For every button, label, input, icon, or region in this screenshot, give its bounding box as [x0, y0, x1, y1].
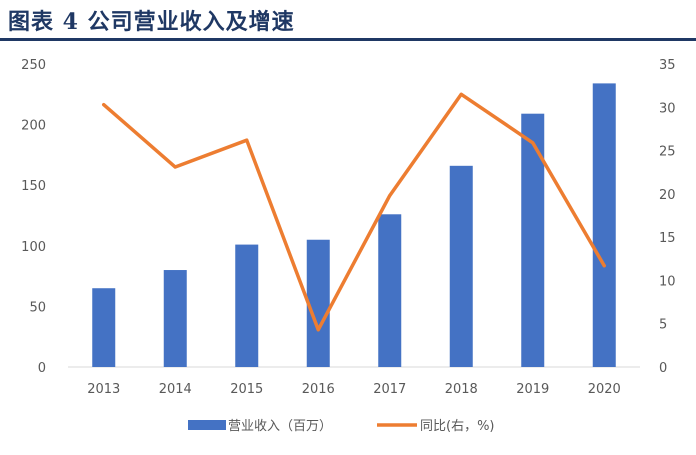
x-tick-label: 2017 — [373, 382, 406, 397]
growth-point — [602, 264, 606, 268]
x-axis-ticks: 2013 2014 2015 2016 2017 2018 2019 2020 — [87, 382, 621, 397]
left-tick-label: 250 — [21, 58, 46, 73]
right-tick-label: 25 — [659, 145, 676, 160]
title-underline — [0, 38, 696, 41]
revenue-bars — [92, 83, 616, 367]
right-tick-label: 15 — [659, 231, 676, 246]
left-tick-label: 0 — [38, 361, 46, 376]
growth-point — [459, 92, 463, 96]
left-tick-label: 50 — [29, 300, 46, 315]
x-tick-label: 2018 — [445, 382, 478, 397]
right-tick-label: 35 — [659, 58, 676, 73]
right-tick-label: 5 — [659, 318, 667, 333]
revenue-bar — [235, 244, 259, 367]
x-tick-label: 2016 — [302, 382, 335, 397]
x-tick-label: 2013 — [87, 382, 120, 397]
right-tick-label: 0 — [659, 361, 667, 376]
figure-header: 图表 4 公司营业收入及增速 — [0, 0, 696, 41]
revenue-bar — [521, 113, 545, 367]
revenue-bar — [163, 270, 187, 367]
left-tick-label: 100 — [21, 240, 46, 255]
right-tick-label: 30 — [659, 101, 676, 116]
left-axis-ticks: 0 50 100 150 200 250 — [21, 58, 46, 376]
growth-point — [388, 194, 392, 198]
chart-legend: 营业收入（百万） 同比(右，%) — [188, 419, 495, 434]
legend-line-label: 同比(右，%) — [420, 419, 495, 434]
revenue-bar — [378, 214, 402, 367]
right-tick-label: 20 — [659, 188, 676, 203]
growth-point — [316, 328, 320, 332]
growth-line-layer — [102, 92, 606, 332]
figure-title: 图表 4 公司营业收入及增速 — [8, 9, 295, 35]
growth-point — [102, 103, 106, 107]
growth-point — [173, 165, 177, 169]
revenue-bar — [92, 288, 116, 367]
x-tick-label: 2019 — [516, 382, 549, 397]
x-tick-label: 2020 — [588, 382, 621, 397]
growth-point — [245, 138, 249, 142]
growth-point — [531, 141, 535, 145]
left-tick-label: 150 — [21, 179, 46, 194]
legend-bar-label: 营业收入（百万） — [228, 419, 332, 434]
left-tick-label: 200 — [21, 119, 46, 134]
revenue-bar — [449, 165, 473, 367]
right-tick-label: 10 — [659, 274, 676, 289]
revenue-bar — [306, 239, 330, 367]
x-tick-label: 2015 — [230, 382, 263, 397]
revenue-bar — [592, 83, 616, 367]
right-axis-ticks: 0 5 10 15 20 25 30 35 — [659, 58, 676, 376]
x-tick-label: 2014 — [159, 382, 192, 397]
growth-line — [102, 92, 606, 332]
legend-bar-swatch — [188, 420, 226, 430]
